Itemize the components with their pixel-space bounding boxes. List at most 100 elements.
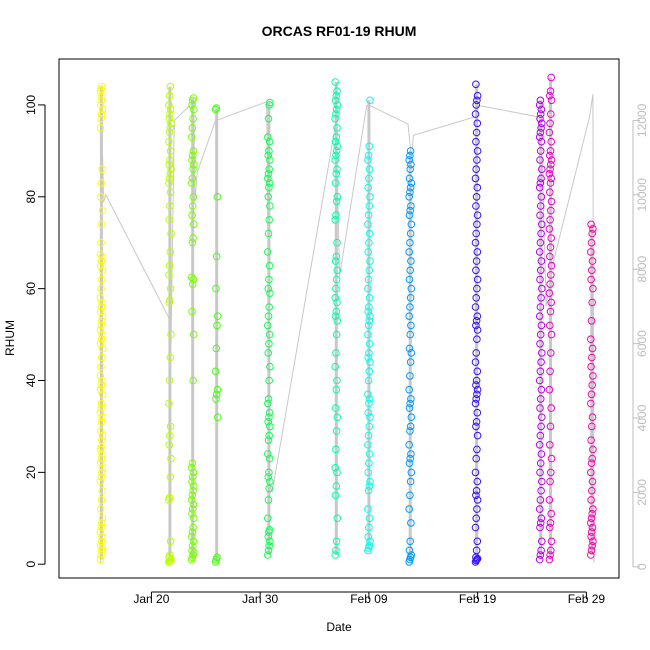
data-point bbox=[406, 294, 415, 302]
data-point bbox=[265, 526, 274, 534]
data-point bbox=[96, 459, 105, 468]
x-tick-label: Feb 09 bbox=[350, 592, 388, 606]
data-point bbox=[264, 395, 273, 403]
data-point bbox=[587, 335, 595, 344]
data-point bbox=[587, 399, 595, 408]
data-point bbox=[165, 160, 173, 169]
y2-tick-label: 12000 bbox=[635, 103, 649, 137]
data-point bbox=[98, 105, 107, 114]
data-point bbox=[96, 528, 105, 536]
data-point bbox=[333, 413, 342, 422]
y-tick-label: 100 bbox=[24, 95, 38, 115]
data-point bbox=[545, 289, 554, 298]
data-point bbox=[331, 491, 340, 500]
data-point bbox=[537, 105, 546, 114]
data-point bbox=[587, 468, 595, 477]
data-point bbox=[472, 556, 481, 565]
data-point bbox=[546, 441, 554, 449]
data-point bbox=[406, 229, 415, 238]
data-point bbox=[96, 555, 105, 564]
data-point bbox=[547, 73, 556, 82]
series-rf02 bbox=[165, 82, 175, 566]
data-point bbox=[588, 344, 597, 353]
data-point bbox=[588, 413, 597, 422]
data-point bbox=[165, 91, 174, 100]
data-point bbox=[264, 418, 273, 426]
data-point bbox=[166, 431, 174, 440]
data-point bbox=[331, 257, 340, 265]
data-point bbox=[166, 473, 175, 481]
data-point bbox=[266, 156, 274, 164]
data-point bbox=[97, 381, 106, 389]
y2-tick-label: 0 bbox=[635, 563, 649, 570]
data-point bbox=[365, 523, 373, 532]
data-point bbox=[587, 532, 595, 541]
data-point bbox=[406, 372, 414, 380]
data-point bbox=[405, 275, 414, 284]
data-point bbox=[264, 170, 273, 178]
data-point bbox=[264, 349, 273, 357]
data-point bbox=[265, 408, 274, 417]
y-tick-label: 20 bbox=[24, 465, 38, 479]
data-point bbox=[546, 147, 555, 155]
data-point bbox=[98, 82, 106, 91]
data-point bbox=[96, 294, 105, 302]
data-point bbox=[189, 147, 198, 155]
data-point bbox=[189, 94, 198, 102]
data-point bbox=[537, 486, 545, 495]
data-point bbox=[546, 243, 555, 252]
data-point bbox=[364, 376, 373, 385]
data-point bbox=[588, 422, 596, 431]
data-point bbox=[365, 340, 374, 348]
data-point bbox=[265, 413, 273, 422]
data-point bbox=[538, 119, 546, 128]
data-point bbox=[472, 317, 481, 325]
data-point bbox=[189, 537, 198, 546]
data-point bbox=[536, 330, 545, 339]
data-point bbox=[98, 413, 106, 422]
data-point bbox=[366, 96, 374, 105]
data-point bbox=[189, 234, 197, 242]
data-point bbox=[536, 114, 544, 123]
data-point bbox=[166, 284, 175, 293]
data-point bbox=[406, 422, 415, 431]
data-point bbox=[364, 183, 373, 192]
data-point bbox=[364, 307, 373, 316]
series-rf04 bbox=[211, 104, 222, 566]
data-point bbox=[536, 468, 544, 477]
data-point bbox=[537, 546, 545, 555]
series-rf01 bbox=[96, 82, 107, 564]
data-point bbox=[407, 395, 415, 403]
data-point bbox=[188, 542, 197, 550]
data-point bbox=[98, 468, 106, 477]
data-point bbox=[213, 193, 222, 201]
data-point bbox=[473, 537, 482, 546]
data-point bbox=[535, 133, 544, 141]
data-point bbox=[546, 523, 554, 532]
data-point bbox=[406, 183, 415, 192]
data-point bbox=[407, 551, 416, 559]
data-point bbox=[98, 431, 107, 440]
data-point bbox=[189, 523, 197, 532]
data-point bbox=[588, 257, 597, 265]
data-point bbox=[588, 266, 596, 275]
data-point bbox=[333, 468, 341, 477]
data-point bbox=[212, 390, 221, 399]
data-point bbox=[188, 528, 197, 536]
data-point bbox=[365, 266, 374, 275]
data-point bbox=[587, 238, 596, 247]
data-point bbox=[535, 555, 544, 564]
data-point bbox=[364, 532, 373, 541]
data-point bbox=[265, 431, 274, 440]
data-point bbox=[365, 202, 374, 210]
data-point bbox=[537, 174, 545, 183]
data-point bbox=[547, 137, 556, 146]
x-tick-label: Jan 30 bbox=[242, 592, 278, 606]
data-point bbox=[473, 385, 482, 394]
data-point bbox=[333, 142, 342, 151]
data-point bbox=[406, 147, 415, 155]
data-point bbox=[189, 468, 198, 477]
data-point bbox=[264, 473, 273, 481]
data-point bbox=[264, 399, 272, 408]
data-point bbox=[265, 165, 274, 173]
